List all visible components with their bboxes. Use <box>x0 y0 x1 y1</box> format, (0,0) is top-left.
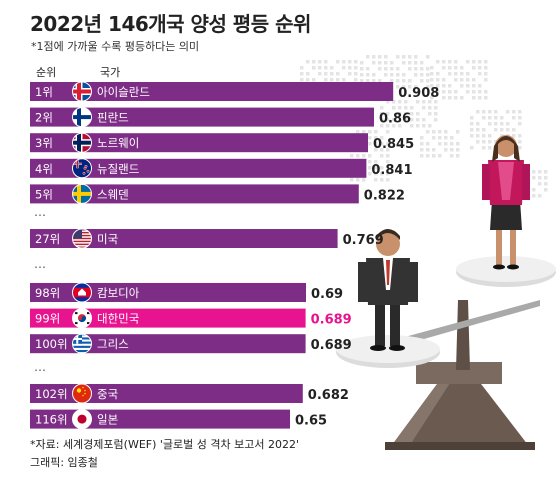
bar <box>30 229 338 248</box>
country-label: 뉴질랜드 <box>97 162 139 176</box>
bar-row: 27위 미국 0.769 <box>30 228 384 249</box>
gender-balance-scale-illustration <box>336 135 556 450</box>
country-label: 핀란드 <box>97 111 129 125</box>
value-label: 0.841 <box>371 163 412 178</box>
new-zealand-flag <box>72 158 92 179</box>
value-label: 0.908 <box>398 86 439 101</box>
country-label: 중국 <box>97 387 118 401</box>
iceland-flag <box>72 81 92 102</box>
bar <box>30 184 359 204</box>
rank-label: 102위 <box>35 387 68 401</box>
bar <box>30 82 394 101</box>
bar-row: 3위 노르웨이 0.845 <box>30 132 414 153</box>
value-label: 0.65 <box>295 414 327 429</box>
rank-label: 27위 <box>35 232 60 246</box>
usa-flag <box>72 228 92 249</box>
bar <box>30 158 367 178</box>
bar <box>30 283 306 302</box>
rank-label: 1위 <box>35 85 53 99</box>
value-label: 0.769 <box>343 233 384 248</box>
bar-row: 5위 스웨덴 0.822 <box>30 183 405 204</box>
chart-subtitle: *1점에 가까울 수록 평등하다는 의미 <box>31 40 200 53</box>
bar-row: 98위 캄보디아 0.69 <box>30 282 343 303</box>
bar-row: 1위 아이슬란드 0.908 <box>30 81 439 102</box>
bar-row: 116위 일본 0.65 <box>30 409 327 430</box>
value-label: 0.822 <box>364 188 405 203</box>
bar <box>30 133 368 153</box>
rank-label: 99위 <box>35 312 60 326</box>
rank-label: 4위 <box>35 162 53 176</box>
value-label: 0.689 <box>311 313 352 328</box>
businesswoman-illustration <box>482 135 530 270</box>
source-note: *자료: 세계경제포럼(WEF) '글로벌 성 격차 보고서 2022' <box>30 438 300 451</box>
bar <box>30 409 290 429</box>
sweden-flag <box>72 183 92 204</box>
value-label: 0.86 <box>379 112 411 127</box>
country-label: 아이슬란드 <box>97 85 150 99</box>
country-column-header: 국가 <box>100 66 121 79</box>
country-label: 그리스 <box>97 337 129 351</box>
businessman-illustration <box>358 229 418 351</box>
bar-row: 2위 핀란드 0.86 <box>30 107 411 128</box>
rank-label: 2위 <box>35 111 53 125</box>
country-label: 스웨덴 <box>97 187 129 201</box>
bar <box>30 107 374 127</box>
china-flag <box>72 383 92 404</box>
bar-row: 102위 중국 0.682 <box>30 383 349 404</box>
bar-row: 99위 대한민국 0.689 <box>30 308 352 329</box>
value-label: 0.69 <box>311 287 343 302</box>
value-label: 0.689 <box>311 338 352 353</box>
country-label: 대한민국 <box>97 312 139 326</box>
rank-label: 5위 <box>35 187 53 201</box>
value-label: 0.682 <box>308 388 349 403</box>
row-gap-ellipsis: … <box>34 360 46 374</box>
rank-column-header: 순위 <box>36 66 57 79</box>
value-label: 0.845 <box>373 137 414 152</box>
country-label: 캄보디아 <box>97 286 140 300</box>
rank-label: 116위 <box>35 413 68 427</box>
cambodia-flag <box>72 282 92 303</box>
graphic-credit: 그래픽: 임종철 <box>30 456 98 469</box>
korea-flag <box>72 308 92 329</box>
bar <box>30 308 306 328</box>
japan-flag <box>72 409 92 430</box>
bar-row: 4위 뉴질랜드 0.841 <box>30 158 413 179</box>
rank-label: 100위 <box>35 337 68 351</box>
greece-flag <box>72 333 92 354</box>
row-gap-ellipsis: … <box>34 205 46 219</box>
country-label: 미국 <box>97 232 118 246</box>
country-label: 노르웨이 <box>97 136 139 150</box>
bar <box>30 334 306 354</box>
rank-label: 3위 <box>35 136 53 150</box>
country-label: 일본 <box>97 413 118 427</box>
norway-flag <box>72 132 92 153</box>
bar <box>30 384 303 403</box>
finland-flag <box>72 107 92 128</box>
row-gap-ellipsis: … <box>34 257 46 271</box>
bar-row: 100위 그리스 0.689 <box>30 333 352 354</box>
chart-title: 2022년 146개국 양성 평등 순위 <box>30 12 311 36</box>
rank-label: 98위 <box>35 286 60 300</box>
